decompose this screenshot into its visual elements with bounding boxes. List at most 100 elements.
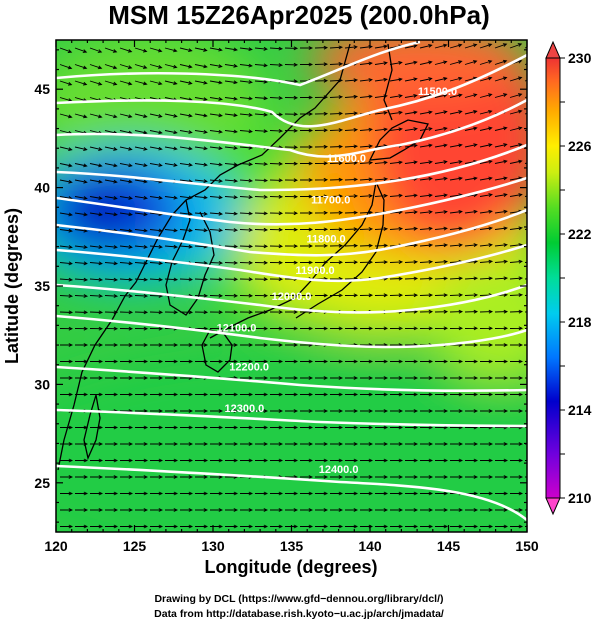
wind-arrow — [195, 491, 209, 496]
wind-arrow — [434, 160, 448, 164]
wind-arrow — [134, 228, 148, 233]
wind-arrow — [194, 64, 208, 69]
wind-arrow — [359, 227, 374, 231]
wind-arrow — [495, 458, 509, 463]
wind-arrow — [239, 326, 254, 331]
wind-arrow — [105, 376, 119, 380]
wind-arrow — [404, 93, 418, 98]
wind-arrow — [359, 127, 373, 132]
wind-arrow — [404, 77, 418, 82]
wind-arrow — [345, 442, 359, 446]
wind-arrow — [465, 475, 479, 479]
wind-arrow — [59, 163, 73, 168]
wind-arrow — [164, 244, 179, 249]
wind-arrow — [105, 425, 119, 430]
wind-arrow — [269, 277, 284, 282]
wind-arrow — [300, 46, 314, 50]
wind-arrow — [149, 146, 163, 151]
wind-arrow — [180, 409, 194, 413]
wind-arrow — [119, 80, 133, 86]
wind-arrow — [359, 326, 374, 331]
wind-arrow — [434, 259, 449, 264]
credit-line-2: Data from http://database.rish.kyoto−u.a… — [154, 608, 444, 620]
wind-arrow — [135, 425, 149, 430]
wind-arrow — [59, 212, 73, 217]
wind-arrow — [90, 359, 104, 364]
wind-arrow — [120, 376, 134, 380]
wind-arrow — [434, 176, 448, 181]
wind-arrow — [479, 43, 493, 49]
wind-arrow — [120, 359, 134, 364]
wind-arrow — [479, 259, 494, 264]
wind-arrow — [434, 276, 449, 281]
wind-arrow — [345, 376, 359, 380]
wind-arrow — [149, 130, 163, 135]
wind-arrow — [254, 260, 269, 265]
wind-arrow — [104, 196, 118, 200]
wind-arrow — [180, 458, 194, 463]
wind-arrow — [285, 343, 299, 347]
wind-arrow — [315, 359, 329, 364]
wind-arrow — [360, 376, 374, 380]
wind-arrow — [450, 442, 464, 446]
wind-arrow — [60, 491, 74, 496]
wind-arrow — [330, 359, 344, 364]
wind-arrow — [284, 95, 299, 100]
wind-arrow — [59, 310, 74, 315]
wind-arrow — [120, 475, 134, 479]
wind-arrow — [419, 176, 433, 181]
contour-label: 12200.0 — [229, 362, 269, 374]
wind-arrow — [405, 359, 419, 364]
wind-arrow — [390, 425, 404, 430]
wind-arrow — [464, 276, 479, 281]
wind-arrow — [434, 243, 449, 248]
wind-arrow — [374, 110, 388, 115]
wind-arrow — [254, 112, 269, 117]
coast-korea — [165, 199, 215, 316]
wind-arrow — [330, 425, 344, 430]
wind-arrow — [284, 194, 299, 199]
wind-arrow — [194, 293, 209, 298]
wind-arrow — [149, 310, 164, 315]
wind-arrow — [419, 77, 433, 82]
wind-arrow — [240, 376, 254, 380]
wind-arrow — [314, 227, 329, 232]
wind-arrow — [149, 47, 163, 53]
wind-arrow — [239, 178, 254, 183]
wind-arrow — [390, 458, 404, 463]
wind-arrow — [209, 277, 224, 282]
wind-arrow — [194, 326, 209, 331]
wind-arrow — [420, 425, 434, 430]
wind-arrow — [330, 409, 344, 413]
colorbar-tick-label: 226 — [568, 138, 592, 154]
wind-arrow — [450, 475, 464, 479]
wind-arrow — [374, 77, 388, 82]
wind-arrow — [314, 293, 329, 298]
wind-arrow — [434, 126, 448, 131]
wind-arrow — [74, 261, 88, 266]
wind-arrow — [164, 277, 179, 282]
wind-arrow — [359, 78, 373, 82]
wind-arrow — [165, 409, 179, 413]
wind-arrow — [74, 113, 88, 119]
wind-arrow — [165, 392, 179, 397]
coast-taiwan — [83, 394, 101, 461]
wind-arrow — [240, 425, 254, 430]
wind-arrow — [344, 227, 359, 232]
wind-arrow — [390, 475, 404, 479]
colorbar-tick-label: 210 — [568, 490, 592, 506]
field-south-green — [56, 350, 527, 532]
wind-arrow — [239, 277, 254, 282]
contour-line — [56, 53, 527, 128]
wind-arrow — [314, 194, 329, 199]
wind-arrow — [104, 261, 119, 266]
wind-arrow — [60, 442, 74, 446]
wind-arrow — [375, 442, 389, 446]
wind-arrow — [344, 243, 359, 248]
wind-arrow — [119, 326, 134, 331]
colorbar-tick-label: 214 — [568, 402, 592, 418]
wind-arrow — [285, 442, 299, 446]
wind-arrow — [179, 277, 194, 282]
wind-arrow — [105, 343, 119, 347]
wind-arrow — [135, 376, 149, 380]
